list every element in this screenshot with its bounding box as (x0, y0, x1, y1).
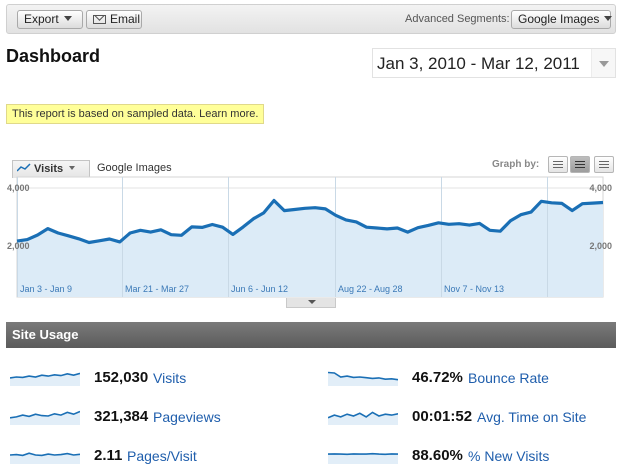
site-usage-metric[interactable]: 152,030 Visits (10, 366, 300, 390)
sparkline-line (328, 371, 398, 381)
metric-value: 321,384 (94, 408, 149, 425)
site-usage-metric[interactable]: 321,384 Pageviews (10, 405, 300, 429)
sparkline-line (10, 372, 80, 379)
metric-value: 152,030 (94, 369, 149, 386)
expand-chart-button[interactable] (286, 298, 336, 308)
sparkline-chart (328, 411, 398, 425)
site-usage-metric[interactable]: 00:01:52 Avg. Time on Site (328, 405, 618, 429)
x-tick-label: Mar 21 - Mar 27 (125, 284, 189, 294)
chevron-down-icon (604, 16, 613, 21)
metric-value: 46.72% (412, 369, 463, 386)
y-tick-label: 4,000 (7, 183, 30, 193)
x-tick-label: Jun 6 - Jun 12 (231, 284, 288, 294)
site-usage-metric[interactable]: 88.60% % New Visits (328, 444, 618, 468)
chevron-down-icon (63, 16, 72, 21)
graph-by-day-button[interactable] (548, 156, 568, 173)
metric-label-link[interactable]: % New Visits (468, 448, 550, 464)
sampled-data-notice[interactable]: This report is based on sampled data. Le… (6, 104, 265, 124)
graph-metric-label: Visits (34, 163, 64, 175)
metric-label-link[interactable]: Pageviews (153, 409, 221, 425)
graph-by-label: Graph by: (492, 159, 540, 170)
graph-segment-name: Google Images (97, 162, 172, 174)
sparkline-line (328, 411, 398, 419)
report-toolbar: Export Email Advanced Segments: Google I… (6, 4, 616, 34)
sparkline-area (10, 453, 80, 464)
sparkline-chart (328, 371, 398, 386)
envelope-icon (93, 15, 106, 24)
email-label: Email (110, 12, 141, 26)
advanced-segments-select[interactable]: Google Images (511, 10, 613, 29)
series-line (16, 198, 604, 245)
chevron-down-icon (308, 300, 316, 304)
site-usage-header: Site Usage (6, 322, 616, 348)
sparkline-chart (10, 410, 80, 425)
metric-value: 88.60% (412, 447, 463, 464)
metric-label-link[interactable]: Avg. Time on Site (477, 409, 587, 425)
sparkline-area (328, 372, 398, 386)
date-range-picker[interactable]: Jan 3, 2010 - Mar 12, 2011 (372, 48, 616, 78)
sparkline-line (10, 452, 80, 457)
date-range-dropdown[interactable] (591, 49, 615, 77)
triangle-down-icon (599, 61, 609, 67)
y-tick-label: 4,000 (589, 183, 612, 193)
sparkline-chart (10, 452, 80, 464)
x-tick-label: Aug 22 - Aug 28 (338, 284, 403, 294)
sparkline-line (328, 452, 398, 456)
x-tick-label: Jan 3 - Jan 9 (20, 284, 72, 294)
site-usage-metric[interactable]: 46.72% Bounce Rate (328, 366, 618, 390)
metric-value: 00:01:52 (412, 408, 473, 425)
metric-value: 2.11 (94, 447, 123, 464)
sparkline-chart (328, 452, 398, 464)
sparkline-area (328, 453, 398, 464)
y-tick-label: 2,000 (7, 241, 30, 251)
export-label: Export (24, 12, 59, 26)
metric-label-link[interactable]: Visits (153, 370, 187, 386)
y-tick-label: 2,000 (589, 241, 612, 251)
page-title: Dashboard (6, 46, 101, 66)
sparkline-line (10, 410, 80, 419)
export-button[interactable]: Export (17, 10, 83, 29)
advanced-segments-label: Advanced Segments: (405, 13, 510, 25)
metric-label-link[interactable]: Bounce Rate (468, 370, 549, 386)
graph-metric-select[interactable]: Visits (12, 160, 90, 178)
date-range-text: Jan 3, 2010 - Mar 12, 2011 (377, 54, 580, 73)
email-button[interactable]: Email (86, 10, 142, 29)
x-tick-label: Nov 7 - Nov 13 (444, 284, 504, 294)
graph-by-week-button[interactable] (570, 156, 590, 173)
chevron-down-icon (69, 166, 76, 170)
sparkline-chart (10, 372, 80, 386)
visits-chart[interactable]: 4,000 4,000 2,000 2,000 Jan 3 - Jan 9 Mar 21 … (0, 176, 620, 306)
metric-label-link[interactable]: Pages/Visit (127, 448, 197, 464)
visits-chart-svg: 4,000 4,000 2,000 2,000 Jan 3 - Jan 9 Mar 21 … (7, 176, 612, 298)
trend-line-icon (17, 163, 31, 172)
segment-select-value: Google Images (518, 12, 600, 26)
graph-by-month-button[interactable] (594, 156, 614, 173)
site-usage-metric[interactable]: 2.11 Pages/Visit (10, 444, 300, 468)
